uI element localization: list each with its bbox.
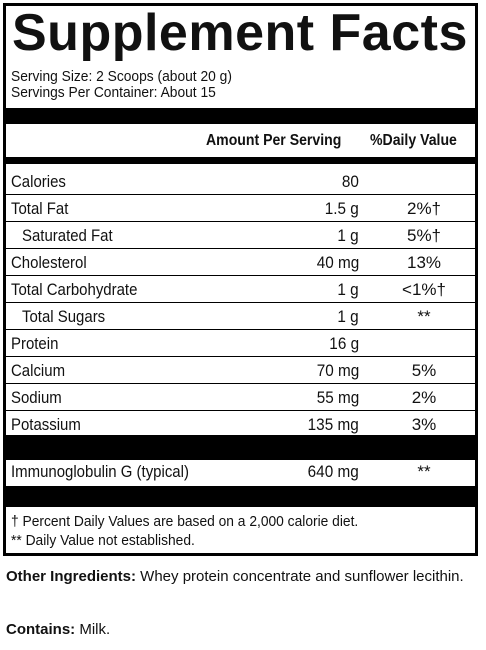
footnote-dagger: † Percent Daily Values are based on a 2,… [11,513,359,530]
nutrient-row: Total Carbohydrate 1 g <1%† [6,276,475,303]
nutrient-daily-value: ** [417,462,431,481]
nutrient-daily-value: 13% [406,253,442,272]
thick-divider [6,486,475,507]
nutrient-amount: 80 [341,172,359,191]
row-divider [6,383,475,384]
contains-statement: Contains: Milk. [6,620,110,640]
nutrient-row: Saturated Fat 1 g 5%† [6,222,475,249]
nutrient-row: Total Sugars 1 g ** [6,303,475,330]
nutrient-amount: 1 g [337,280,359,299]
nutrient-name: Saturated Fat [22,226,113,245]
nutrient-name: Protein [11,334,59,353]
panel-title: Supplement Facts [12,4,468,62]
nutrient-row: Protein 16 g [6,330,475,357]
nutrient-row: Potassium 135 mg 3% [6,411,475,438]
nutrient-name: Calcium [11,361,66,380]
contains-label: Contains: [6,621,76,638]
row-divider [6,221,475,222]
contains-text: Milk. [75,621,111,638]
other-ingredients-label: Other Ingredients: [6,568,137,585]
nutrient-amount: 1.5 g [324,199,359,218]
nutrient-row: Calcium 70 mg 5% [6,357,475,384]
nutrient-amount: 640 mg [307,462,359,481]
medium-divider [6,157,475,164]
nutrient-daily-value: ** [417,307,431,326]
specialty-row: Immunoglobulin G (typical) 640 mg ** [6,458,475,485]
servings-per-container: Servings Per Container: About 15 [11,84,216,101]
nutrient-name: Sodium [11,388,62,407]
row-divider [6,302,475,303]
amount-per-serving-header: Amount Per Serving [206,132,342,149]
nutrient-daily-value: 3% [411,415,437,434]
nutrient-daily-value: 5%† [406,226,442,245]
nutrient-name: Total Fat [11,199,69,218]
nutrient-daily-value: <1%† [402,280,446,299]
daily-value-header: %Daily Value [370,132,457,149]
other-ingredients: Other Ingredients: Whey protein concentr… [6,566,476,587]
nutrient-amount: 40 mg [316,253,359,272]
row-divider [6,329,475,330]
thick-divider [6,435,475,460]
row-divider [6,275,475,276]
nutrient-row: Sodium 55 mg 2% [6,384,475,411]
nutrient-row: Total Fat 1.5 g 2%† [6,195,475,222]
nutrient-name: Potassium [11,415,81,434]
nutrient-amount: 1 g [337,226,359,245]
row-divider [6,248,475,249]
nutrient-name: Cholesterol [11,253,87,272]
thick-divider [6,108,475,124]
nutrient-amount: 1 g [337,307,359,326]
nutrient-daily-value: 2% [411,388,437,407]
nutrient-name: Total Sugars [22,307,106,326]
nutrient-daily-value: 2%† [406,199,442,218]
nutrient-row: Cholesterol 40 mg 13% [6,249,475,276]
nutrient-amount: 135 mg [307,415,359,434]
nutrient-daily-value: 5% [411,361,437,380]
row-divider [6,194,475,195]
nutrient-amount: 70 mg [316,361,359,380]
nutrient-name: Total Carbohydrate [11,280,138,299]
serving-size: Serving Size: 2 Scoops (about 20 g) [11,68,232,85]
row-divider [6,356,475,357]
nutrient-name: Immunoglobulin G (typical) [11,462,189,481]
row-divider [6,410,475,411]
footnote-double-star: ** Daily Value not established. [11,532,195,549]
supplement-facts-panel: Supplement Facts Serving Size: 2 Scoops … [3,3,478,556]
nutrient-row: Calories 80 [6,168,475,195]
nutrient-amount: 55 mg [316,388,359,407]
nutrient-name: Calories [11,172,66,191]
other-ingredients-text: Whey protein concentrate and sunflower l… [136,568,464,585]
nutrient-amount: 16 g [329,334,359,353]
